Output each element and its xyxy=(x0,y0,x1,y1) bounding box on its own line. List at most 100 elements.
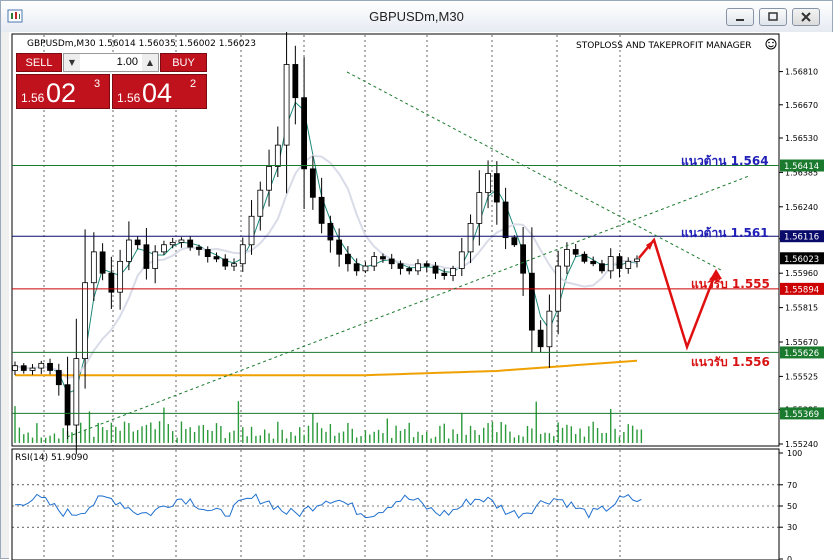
candle xyxy=(380,253,386,263)
manager-label[interactable]: STOPLOSS AND TAKEPROFIT MANAGER xyxy=(576,41,752,51)
candle xyxy=(134,236,141,250)
sell-button[interactable]: SELL xyxy=(16,53,62,72)
candle xyxy=(239,237,246,272)
candle xyxy=(423,261,430,273)
candle xyxy=(607,248,614,279)
candle xyxy=(266,149,272,207)
candle xyxy=(90,232,97,301)
candle xyxy=(204,246,211,263)
price-tick-label: 1.56240 xyxy=(785,203,818,212)
title-bar[interactable]: GBPUSDm,M30 xyxy=(1,1,832,32)
svg-text:1.55626: 1.55626 xyxy=(784,349,819,359)
candle xyxy=(345,246,351,272)
candle xyxy=(520,227,527,296)
forecast-arrows xyxy=(638,237,722,351)
buy-price-sup: 2 xyxy=(190,78,197,90)
lot-decrease-button[interactable]: ▼ xyxy=(64,54,80,71)
lot-increase-button[interactable]: ▲ xyxy=(142,54,158,71)
price-level-tag: 1.55626 xyxy=(780,346,824,359)
candle xyxy=(397,260,404,275)
candle xyxy=(318,177,325,234)
rsi-tick-label: 100 xyxy=(787,449,802,458)
window-title: GBPUSDm,M30 xyxy=(369,9,464,24)
candle xyxy=(493,161,500,225)
candle xyxy=(371,251,378,271)
candle xyxy=(528,227,535,353)
trend-lines xyxy=(66,71,750,438)
sell-price[interactable]: 1.56 02 3 xyxy=(16,74,110,109)
candle xyxy=(20,363,27,374)
price-tick-label: 1.55960 xyxy=(785,269,818,278)
buy-price-prefix: 1.56 xyxy=(117,91,141,105)
buy-price-big: 04 xyxy=(142,78,173,108)
svg-text:1.56414: 1.56414 xyxy=(784,162,819,172)
sell-price-big: 02 xyxy=(46,78,77,108)
candle xyxy=(625,257,632,274)
candle xyxy=(38,360,45,374)
svg-text:1.55369: 1.55369 xyxy=(784,410,819,420)
rsi-tick-label: 50 xyxy=(787,502,797,511)
price-tick-label: 1.56385 xyxy=(785,168,818,177)
candle xyxy=(248,200,255,255)
candle xyxy=(64,356,71,439)
candle xyxy=(292,45,299,125)
minimize-button[interactable] xyxy=(726,8,754,26)
candle xyxy=(537,320,544,353)
candle xyxy=(388,253,395,270)
price-chart[interactable]: GBPUSDm,M30 1.56014 1.56035 1.56002 1.56… xyxy=(9,32,833,560)
candle xyxy=(169,237,176,249)
price-tick-label: 1.56670 xyxy=(785,101,818,110)
price-level-tag: 1.55369 xyxy=(780,407,824,420)
candle xyxy=(257,181,264,231)
candle xyxy=(47,358,53,375)
candle xyxy=(283,32,290,194)
candle xyxy=(564,242,570,275)
candle xyxy=(581,251,588,264)
price-level-tag: 1.56116 xyxy=(780,230,824,243)
minimize-icon xyxy=(736,19,744,21)
price-levels xyxy=(12,165,779,414)
svg-text:1.55894: 1.55894 xyxy=(784,285,819,295)
candle xyxy=(82,229,88,389)
sell-price-sup: 3 xyxy=(94,78,101,90)
candle xyxy=(73,318,80,455)
candle xyxy=(55,363,62,396)
buy-price[interactable]: 1.56 04 2 xyxy=(112,74,207,109)
candle xyxy=(213,252,220,263)
candle xyxy=(546,294,553,368)
candle xyxy=(502,187,509,250)
price-tick-label: 1.55240 xyxy=(785,440,818,449)
candle xyxy=(29,364,36,375)
candle xyxy=(353,258,360,276)
lot-size-input[interactable]: 1.00 xyxy=(116,56,138,68)
candle xyxy=(441,268,448,280)
chart-app-icon xyxy=(7,9,23,23)
rsi-tick-label: 70 xyxy=(787,481,797,490)
smiley-icon xyxy=(765,38,777,50)
candle xyxy=(117,249,124,310)
price-level-tags: 1.56414 1.56116 1.56023 1.55894 1.55626 1.553… xyxy=(780,159,824,420)
rsi-tick-label: 30 xyxy=(787,523,797,532)
price-level-tag: 1.56023 xyxy=(780,252,824,265)
rsi-tick-label: 0 xyxy=(787,555,792,560)
candle xyxy=(12,361,18,375)
candle xyxy=(616,252,623,278)
close-icon xyxy=(801,12,811,22)
price-tick-label: 1.56530 xyxy=(785,134,818,143)
close-button[interactable] xyxy=(792,8,820,26)
candle xyxy=(415,259,421,275)
symbol-info: GBPUSDm,M30 1.56014 1.56035 1.56002 1.56… xyxy=(27,39,256,49)
candle xyxy=(327,215,334,253)
support-1556-label: แนวรับ 1.556 xyxy=(691,355,770,369)
price-level-tag: 1.56414 xyxy=(780,159,824,172)
candle xyxy=(458,237,465,277)
buy-button[interactable]: BUY xyxy=(160,53,207,72)
candle xyxy=(362,261,369,274)
candle xyxy=(476,170,483,246)
candle xyxy=(406,266,413,275)
candle xyxy=(485,160,491,209)
rsi-axis: 100 70 50 30 0 xyxy=(779,449,802,560)
lot-size-stepper[interactable]: ▼ 1.00 ▲ xyxy=(63,53,159,72)
restore-button[interactable] xyxy=(759,8,787,26)
rsi-label: RSI(14) 51.9090 xyxy=(15,453,88,463)
